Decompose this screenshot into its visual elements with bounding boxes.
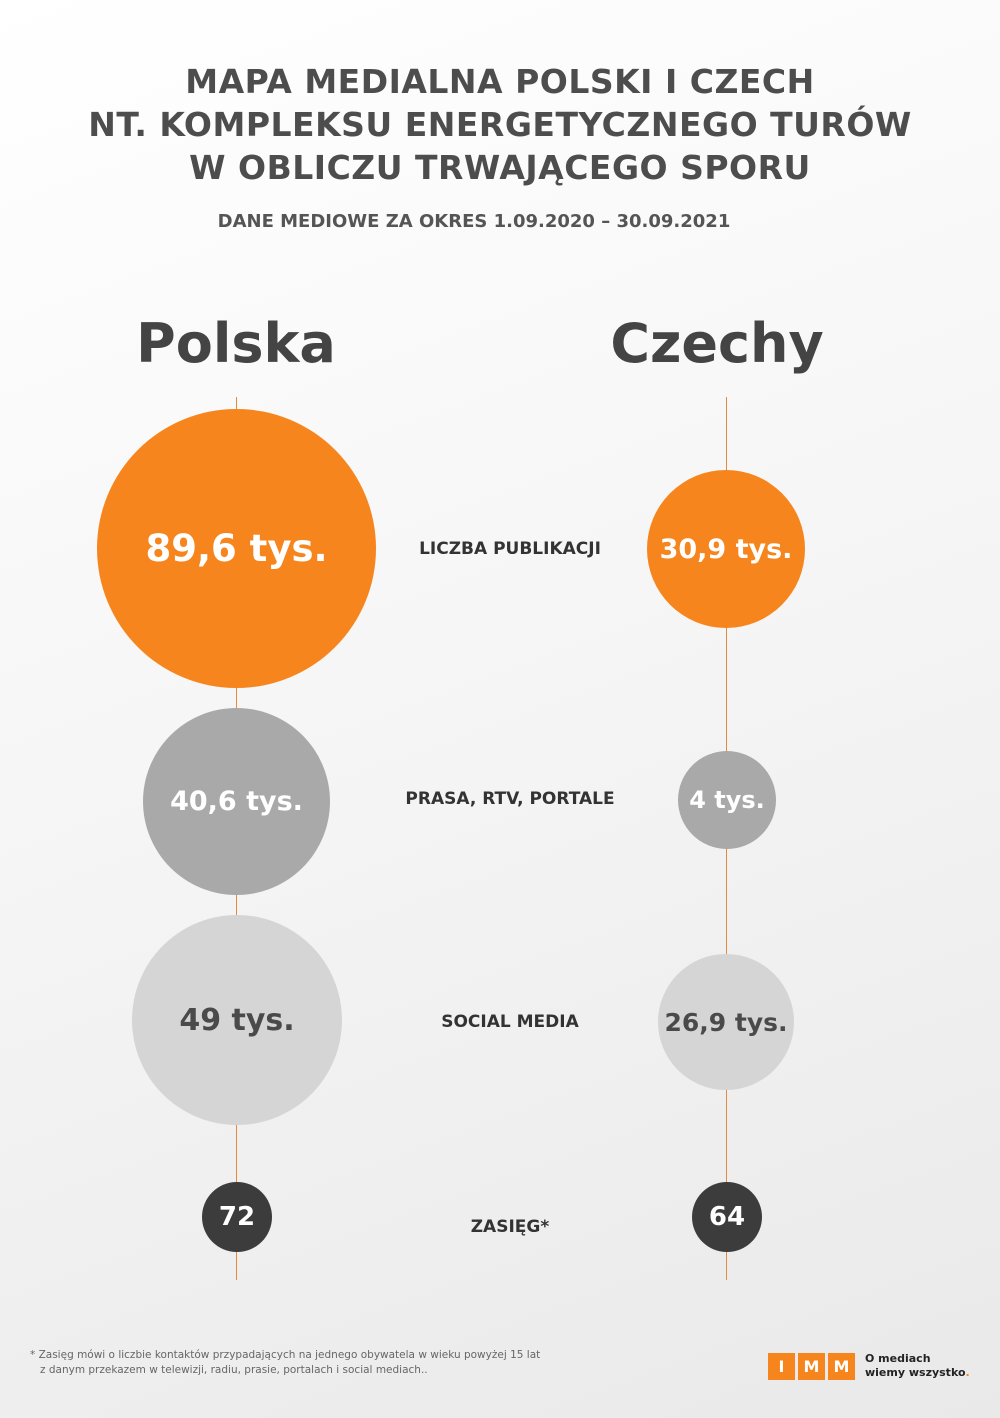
title-line: MAPA MEDIALNA POLSKI I CZECH: [185, 62, 815, 101]
logo-letter: M: [798, 1352, 825, 1380]
circle-czechy-prasa: 4 tys.: [678, 751, 776, 849]
metric-label-publikacje: LICZBA PUBLIKACJI: [419, 539, 601, 559]
footnote-line: * Zasięg mówi o liczbie kontaktów przypa…: [30, 1349, 541, 1361]
page-subtitle: DANE MEDIOWE ZA OKRES 1.09.2020 – 30.09.…: [217, 211, 731, 232]
metric-label-social: SOCIAL MEDIA: [441, 1012, 579, 1032]
circle-czechy-social: 26,9 tys.: [658, 954, 794, 1090]
logo-letter: M: [828, 1352, 855, 1380]
country-heading-polska: Polska: [136, 312, 336, 375]
circle-czechy-publikacje: 30,9 tys.: [647, 470, 805, 628]
tagline-line: O mediach: [865, 1352, 931, 1365]
tagline-dot: .: [965, 1366, 970, 1379]
logo-letter: I: [768, 1352, 795, 1380]
title-line: W OBLICZU TRWAJĄCEGO SPORU: [189, 148, 811, 187]
metric-label-prasa: PRASA, RTV, PORTALE: [405, 789, 615, 809]
tagline-text: wiemy wszystko: [865, 1366, 966, 1379]
circle-polska-publikacje: 89,6 tys.: [97, 409, 376, 688]
title-line: NT. KOMPLEKSU ENERGETYCZNEGO TURÓW: [88, 105, 912, 144]
footnote-line: z danym przekazem w telewizji, radiu, pr…: [40, 1364, 428, 1376]
circle-polska-zasieg: 72: [202, 1182, 272, 1252]
logo-tagline: O mediach wiemy wszystko.: [865, 1352, 970, 1380]
metric-label-zasieg: ZASIĘG*: [470, 1217, 550, 1237]
circle-czechy-zasieg: 64: [692, 1182, 762, 1252]
country-heading-czechy: Czechy: [610, 312, 824, 375]
circle-polska-prasa: 40,6 tys.: [143, 708, 330, 895]
tagline-line-2: wiemy wszystko.: [865, 1366, 970, 1380]
imm-logo: I M M O mediach wiemy wszystko.: [768, 1352, 970, 1380]
footnote: * Zasięg mówi o liczbie kontaktów przypa…: [30, 1348, 670, 1378]
page-title: MAPA MEDIALNA POLSKI I CZECH NT. KOMPLEK…: [0, 60, 1000, 189]
circle-polska-social: 49 tys.: [132, 915, 342, 1125]
